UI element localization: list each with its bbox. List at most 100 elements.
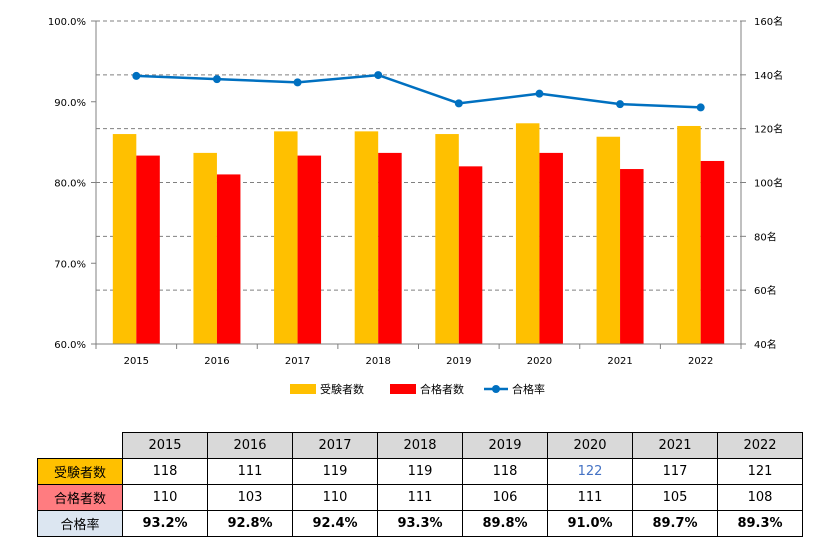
x-tick-label: 2015 <box>124 356 149 367</box>
table-row-label: 合格者数 <box>37 484 123 511</box>
bar <box>458 166 483 344</box>
table-cell: 119 <box>292 458 378 485</box>
bar <box>354 131 379 344</box>
table-cell: 92.4% <box>292 510 378 537</box>
bar <box>539 152 563 344</box>
bar <box>216 174 241 344</box>
combo-chart: 60.0% 70.0% 80.0% 90.0% 100.0% 40名 60名 80名 100名… <box>48 15 783 396</box>
left-tick-label: 100.0% <box>48 17 86 28</box>
axes <box>91 20 746 349</box>
x-tick-label: 2017 <box>285 356 310 367</box>
bar <box>677 125 701 344</box>
table-year-header: 2021 <box>632 432 718 459</box>
rate-point <box>616 100 625 109</box>
right-tick-label: 60名 <box>754 284 777 297</box>
rate-point <box>212 75 221 84</box>
left-tick-label: 70.0% <box>54 259 86 270</box>
table-cell: 119 <box>377 458 463 485</box>
rate-point <box>374 71 383 80</box>
table-cell: 106 <box>462 484 548 511</box>
table-year-header: 2017 <box>292 432 378 459</box>
left-tick-label: 90.0% <box>54 98 86 109</box>
table-year-header: 2016 <box>207 432 293 459</box>
bar <box>274 131 298 344</box>
rate-point <box>293 78 302 87</box>
bar <box>700 160 725 344</box>
data-table: 2015 2016 2017 2018 2019 2020 2021 2022 受験者数 118… <box>37 432 803 537</box>
bar <box>435 134 459 344</box>
x-tick-label: 2018 <box>365 356 390 367</box>
right-tick-label: 140名 <box>754 69 783 82</box>
bar <box>297 155 322 344</box>
rate-point <box>132 71 141 80</box>
bar <box>136 155 160 344</box>
x-axis-ticks: 2015 2016 2017 2018 2019 2020 2021 2022 <box>124 356 714 367</box>
table-cell: 93.3% <box>377 510 463 537</box>
table-cell: 91.0% <box>547 510 633 537</box>
legend-label: 合格率 <box>512 382 545 396</box>
right-axis-ticks: 40名 60名 80名 100名 120名 140名 160名 <box>754 15 783 351</box>
bars <box>112 123 725 345</box>
table-corner <box>37 432 123 459</box>
table-cell: 111 <box>377 484 463 511</box>
table-cell: 89.7% <box>632 510 718 537</box>
table-cell: 105 <box>632 484 718 511</box>
legend-label: 合格者数 <box>420 382 464 396</box>
left-axis-ticks: 60.0% 70.0% 80.0% 90.0% 100.0% <box>48 17 86 351</box>
bar <box>193 152 217 344</box>
left-tick-label: 60.0% <box>54 340 86 351</box>
table-body: 受験者数 118 111 119 119 118 122 117 121 合格者数 110 103 11… <box>37 458 803 537</box>
table-cell: 108 <box>717 484 803 511</box>
x-tick-label: 2022 <box>688 356 713 367</box>
table-cell: 110 <box>122 484 208 511</box>
x-tick-label: 2016 <box>204 356 229 367</box>
right-tick-label: 100名 <box>754 177 783 190</box>
table-cell: 92.8% <box>207 510 293 537</box>
table-cell: 103 <box>207 484 293 511</box>
x-tick-label: 2020 <box>527 356 552 367</box>
legend-swatch <box>290 384 316 394</box>
table-row-label: 受験者数 <box>37 458 123 485</box>
rate-line <box>132 71 705 112</box>
table-cell: 117 <box>632 458 718 485</box>
table-year-header: 2022 <box>717 432 803 459</box>
left-tick-label: 80.0% <box>54 179 86 190</box>
right-tick-label: 80名 <box>754 230 777 243</box>
table-cell: 118 <box>122 458 208 485</box>
right-tick-label: 40名 <box>754 338 777 351</box>
bar <box>112 134 137 344</box>
table-year-header: 2020 <box>547 432 633 459</box>
gridlines <box>96 20 741 291</box>
rate-point <box>454 99 463 108</box>
bar <box>378 152 402 344</box>
x-tick-label: 2021 <box>607 356 632 367</box>
table-cell: 110 <box>292 484 378 511</box>
legend: 受験者数 合格者数 合格率 <box>290 382 545 396</box>
legend-swatch <box>390 384 416 394</box>
bar <box>515 123 540 345</box>
legend-label: 受験者数 <box>320 382 364 396</box>
table-cell: 111 <box>547 484 633 511</box>
table-row-label: 合格率 <box>37 510 123 537</box>
bar <box>596 136 621 344</box>
legend-marker <box>492 385 500 393</box>
table-cell: 118 <box>462 458 548 485</box>
table-year-header: 2019 <box>462 432 548 459</box>
rate-point <box>696 103 705 112</box>
table-year-header: 2015 <box>122 432 208 459</box>
table-cell: 111 <box>207 458 293 485</box>
table-cell: 121 <box>717 458 803 485</box>
table-row: 合格率 93.2% 92.8% 92.4% 93.3% 89.8% 91.0% 89.7% 89… <box>37 510 803 537</box>
table-header-row: 2015 2016 2017 2018 2019 2020 2021 2022 <box>37 432 803 459</box>
right-tick-label: 120名 <box>754 123 783 136</box>
bar <box>620 169 644 344</box>
table-cell: 89.8% <box>462 510 548 537</box>
rate-line-path <box>136 73 701 109</box>
table-year-header: 2018 <box>377 432 463 459</box>
x-tick-label: 2019 <box>446 356 471 367</box>
table-row: 合格者数 110 103 110 111 106 111 105 108 <box>37 484 803 511</box>
rate-point <box>535 89 544 98</box>
table-row: 受験者数 118 111 119 119 118 122 117 121 <box>37 458 803 485</box>
right-tick-label: 160名 <box>754 15 783 28</box>
table-cell: 93.2% <box>122 510 208 537</box>
